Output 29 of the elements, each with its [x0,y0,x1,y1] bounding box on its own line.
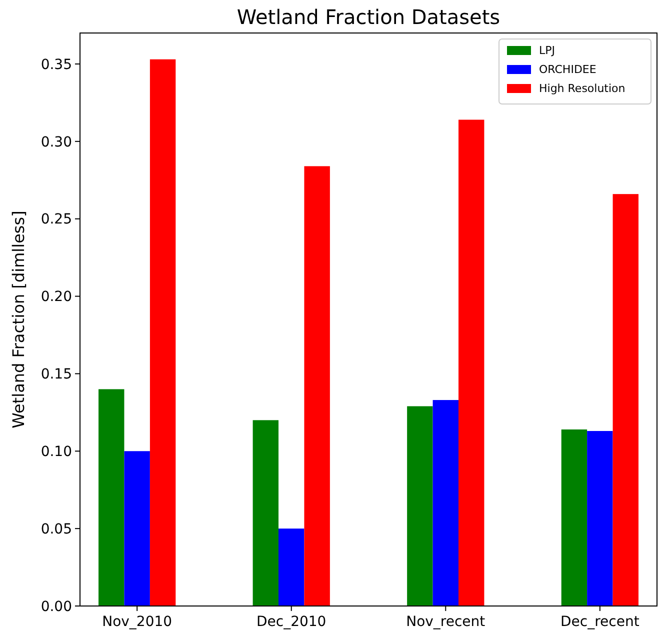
x-tick-label: Dec_recent [560,614,640,630]
y-tick-label: 0.00 [40,598,72,615]
bar [98,389,124,606]
bar [407,406,433,606]
y-tick-label: 0.05 [40,521,72,538]
legend-label: High Resolution [539,82,626,95]
legend-label: ORCHIDEE [539,63,596,76]
bar [278,528,304,606]
bar [561,429,588,606]
legend-label: LPJ [539,44,556,57]
y-tick-label: 0.20 [40,289,72,306]
y-tick-label: 0.35 [40,56,72,73]
bar [612,194,638,606]
bar [587,431,613,606]
x-tick-label: Nov_2010 [102,614,172,630]
bar [304,166,330,606]
bar [252,420,279,606]
y-axis-title: Wetland Fraction [dimlless] [9,210,28,428]
bar [150,59,176,606]
x-tick-label: Nov_recent [406,614,486,630]
y-tick-label: 0.15 [40,366,72,383]
bar [432,400,458,606]
bar [124,451,150,606]
y-tick-label: 0.10 [40,444,72,460]
bar [458,120,484,606]
y-tick-label: 0.25 [40,212,72,228]
y-tick-label: 0.30 [40,134,72,150]
chart-title: Wetland Fraction Datasets [236,5,500,29]
x-tick-label: Dec_2010 [256,614,326,630]
